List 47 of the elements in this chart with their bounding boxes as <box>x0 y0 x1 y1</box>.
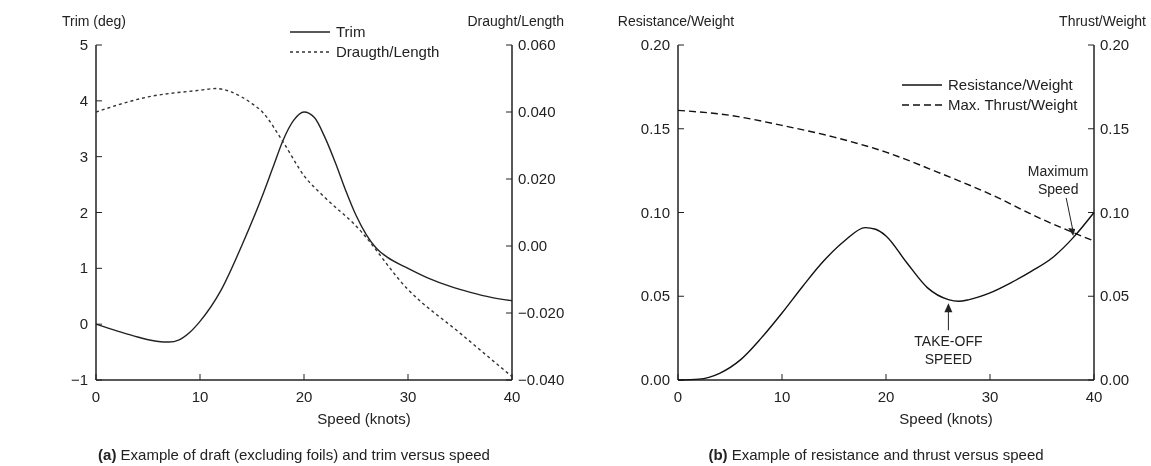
y-tick-label: 0 <box>79 315 88 333</box>
legend-label: Resistance/Weight <box>948 76 1074 93</box>
y2-tick-label: 0.00 <box>1100 371 1130 388</box>
legend-label: Trim <box>336 23 366 40</box>
annotation: TAKE-OFF SPEED <box>914 333 983 368</box>
x-axis-title: Speed (knots) <box>317 410 411 427</box>
x-tick-label: 20 <box>295 388 313 405</box>
y2-tick-label: 0.060 <box>518 36 556 53</box>
y-tick-label: 0.15 <box>640 119 670 137</box>
y2-tick-label: −0.040 <box>518 371 565 388</box>
y-axis-title: Resistance/Weight <box>617 13 735 29</box>
y2-tick-label: −0.020 <box>518 304 565 321</box>
text: (b) Example of resistance and thrust versus speed <box>708 446 1044 463</box>
y-tick-label: 3 <box>79 147 88 165</box>
text: (a) Example of draft (excluding foils) and trim versus speed <box>98 446 490 463</box>
x-tick-label: 30 <box>981 388 999 405</box>
y2-tick-label: 0.15 <box>1100 119 1130 137</box>
x-tick-label: 20 <box>877 388 895 405</box>
y-tick-label: 2 <box>79 203 88 221</box>
legend-label: Max. Thrust/Weight <box>948 96 1079 113</box>
x-tick-label: 10 <box>773 388 791 405</box>
y-tick-label: 5 <box>79 36 88 53</box>
y-tick-label: 0.10 <box>640 203 670 221</box>
y-axis-title: Trim (deg) <box>61 13 127 29</box>
y-tick-label: 0.20 <box>640 36 670 53</box>
x-tick-label: 0 <box>91 388 101 405</box>
legend-label: Draugth/Length <box>336 43 440 60</box>
x-tick-label: 0 <box>673 388 683 405</box>
y-tick-label: 0.05 <box>640 287 670 305</box>
x-tick-label: 40 <box>503 388 521 405</box>
y-tick-label: 1 <box>79 259 88 277</box>
y-tick-label: 0.00 <box>640 371 670 388</box>
y2-axis-title: Thrust/Weight <box>1059 13 1147 29</box>
x-tick-label: 40 <box>1085 388 1103 405</box>
y2-axis-title: Draught/Length <box>467 13 564 29</box>
x-tick-label: 30 <box>399 388 417 405</box>
y-tick-label: 4 <box>79 91 88 109</box>
y2-tick-label: 0.040 <box>518 103 556 120</box>
y2-tick-label: 0.20 <box>1100 36 1130 53</box>
y2-tick-label: 0.10 <box>1100 203 1130 221</box>
y2-tick-label: 0.00 <box>518 237 548 254</box>
y2-tick-label: 0.020 <box>518 170 556 187</box>
x-tick-label: 10 <box>191 388 209 405</box>
y-tick-label: −1 <box>70 371 88 388</box>
x-axis-title: Speed (knots) <box>899 410 993 427</box>
annotation: Maximum Speed <box>1027 162 1089 197</box>
y2-tick-label: 0.05 <box>1100 287 1130 305</box>
